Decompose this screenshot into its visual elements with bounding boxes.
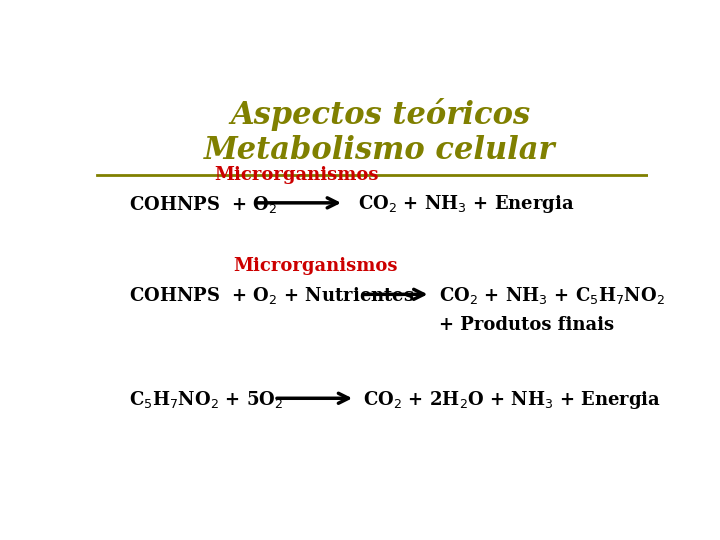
Text: + Produtos finais: + Produtos finais	[438, 316, 614, 334]
Text: Microrganismos: Microrganismos	[234, 258, 398, 275]
Text: CO$_2$ + NH$_3$ + Energia: CO$_2$ + NH$_3$ + Energia	[358, 193, 575, 215]
Text: CO$_2$ + NH$_3$ + C$_5$H$_7$NO$_2$: CO$_2$ + NH$_3$ + C$_5$H$_7$NO$_2$	[438, 285, 665, 306]
Text: COHNPS  + O$_2$ + Nutrientes: COHNPS + O$_2$ + Nutrientes	[129, 285, 415, 306]
Text: Metabolismo celular: Metabolismo celular	[204, 134, 556, 166]
Text: Aspectos teóricos: Aspectos teóricos	[230, 98, 530, 131]
Text: CO$_2$ + 2H$_2$O + NH$_3$ + Energia: CO$_2$ + 2H$_2$O + NH$_3$ + Energia	[364, 388, 662, 410]
Text: C$_5$H$_7$NO$_2$ + 5O$_2$: C$_5$H$_7$NO$_2$ + 5O$_2$	[129, 389, 284, 410]
Text: Microrganismos: Microrganismos	[215, 166, 379, 184]
Text: COHNPS  + O$_2$: COHNPS + O$_2$	[129, 194, 277, 214]
